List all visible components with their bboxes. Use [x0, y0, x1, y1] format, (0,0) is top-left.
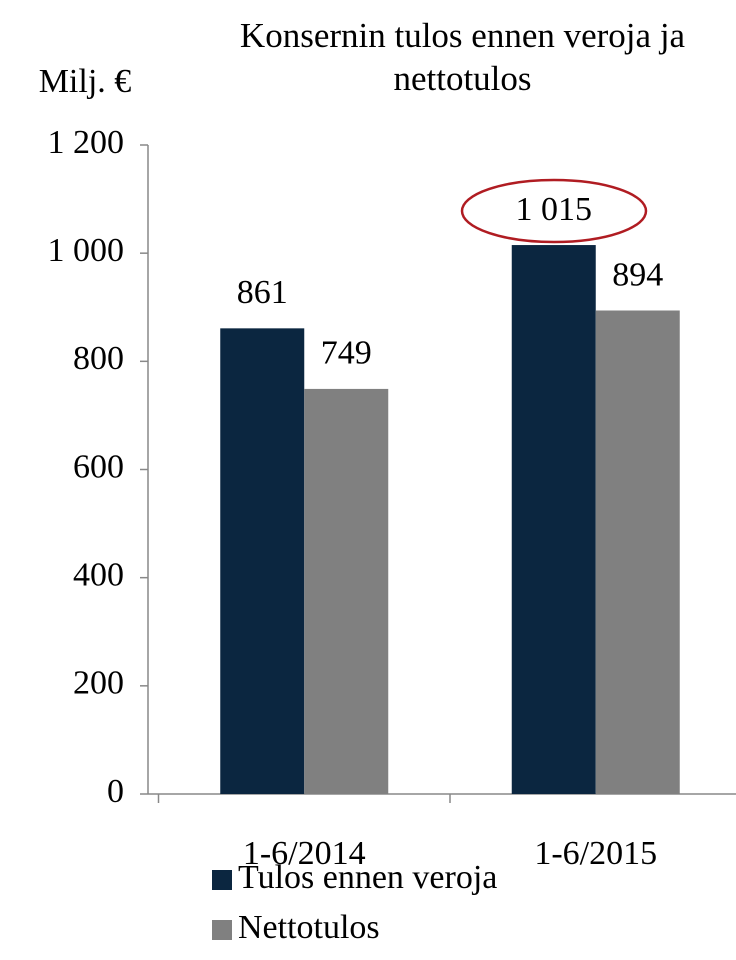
data-label: 894 — [612, 256, 663, 293]
legend-swatch — [212, 870, 232, 890]
bar — [304, 388, 389, 794]
data-label: 749 — [321, 335, 372, 372]
y-tick-label: 0 — [107, 773, 124, 810]
x-tick-label: 1-6/2015 — [534, 835, 657, 872]
y-tick-label: 1 000 — [48, 232, 125, 269]
data-label: 1 015 — [516, 191, 593, 228]
y-tick-label: 1 200 — [48, 124, 125, 161]
y-tick-label: 400 — [73, 556, 124, 593]
legend-swatch — [212, 920, 232, 940]
bar — [220, 328, 305, 794]
legend-label: Nettotulos — [238, 909, 380, 946]
y-tick-label: 200 — [73, 665, 124, 702]
y-tick-label: 800 — [73, 340, 124, 377]
y-tick-label: 600 — [73, 448, 124, 485]
bar — [511, 245, 596, 794]
legend-label: Tulos ennen veroja — [238, 859, 497, 896]
x-tick-label: 1-6/2014 — [243, 835, 366, 872]
y-axis-label: Milj. € — [39, 63, 132, 100]
bar — [595, 310, 680, 794]
chart-title: Konsernin tulos ennen veroja ja nettotul… — [239, 16, 686, 98]
highlight-ellipse — [460, 178, 648, 244]
data-label: 861 — [237, 274, 288, 311]
